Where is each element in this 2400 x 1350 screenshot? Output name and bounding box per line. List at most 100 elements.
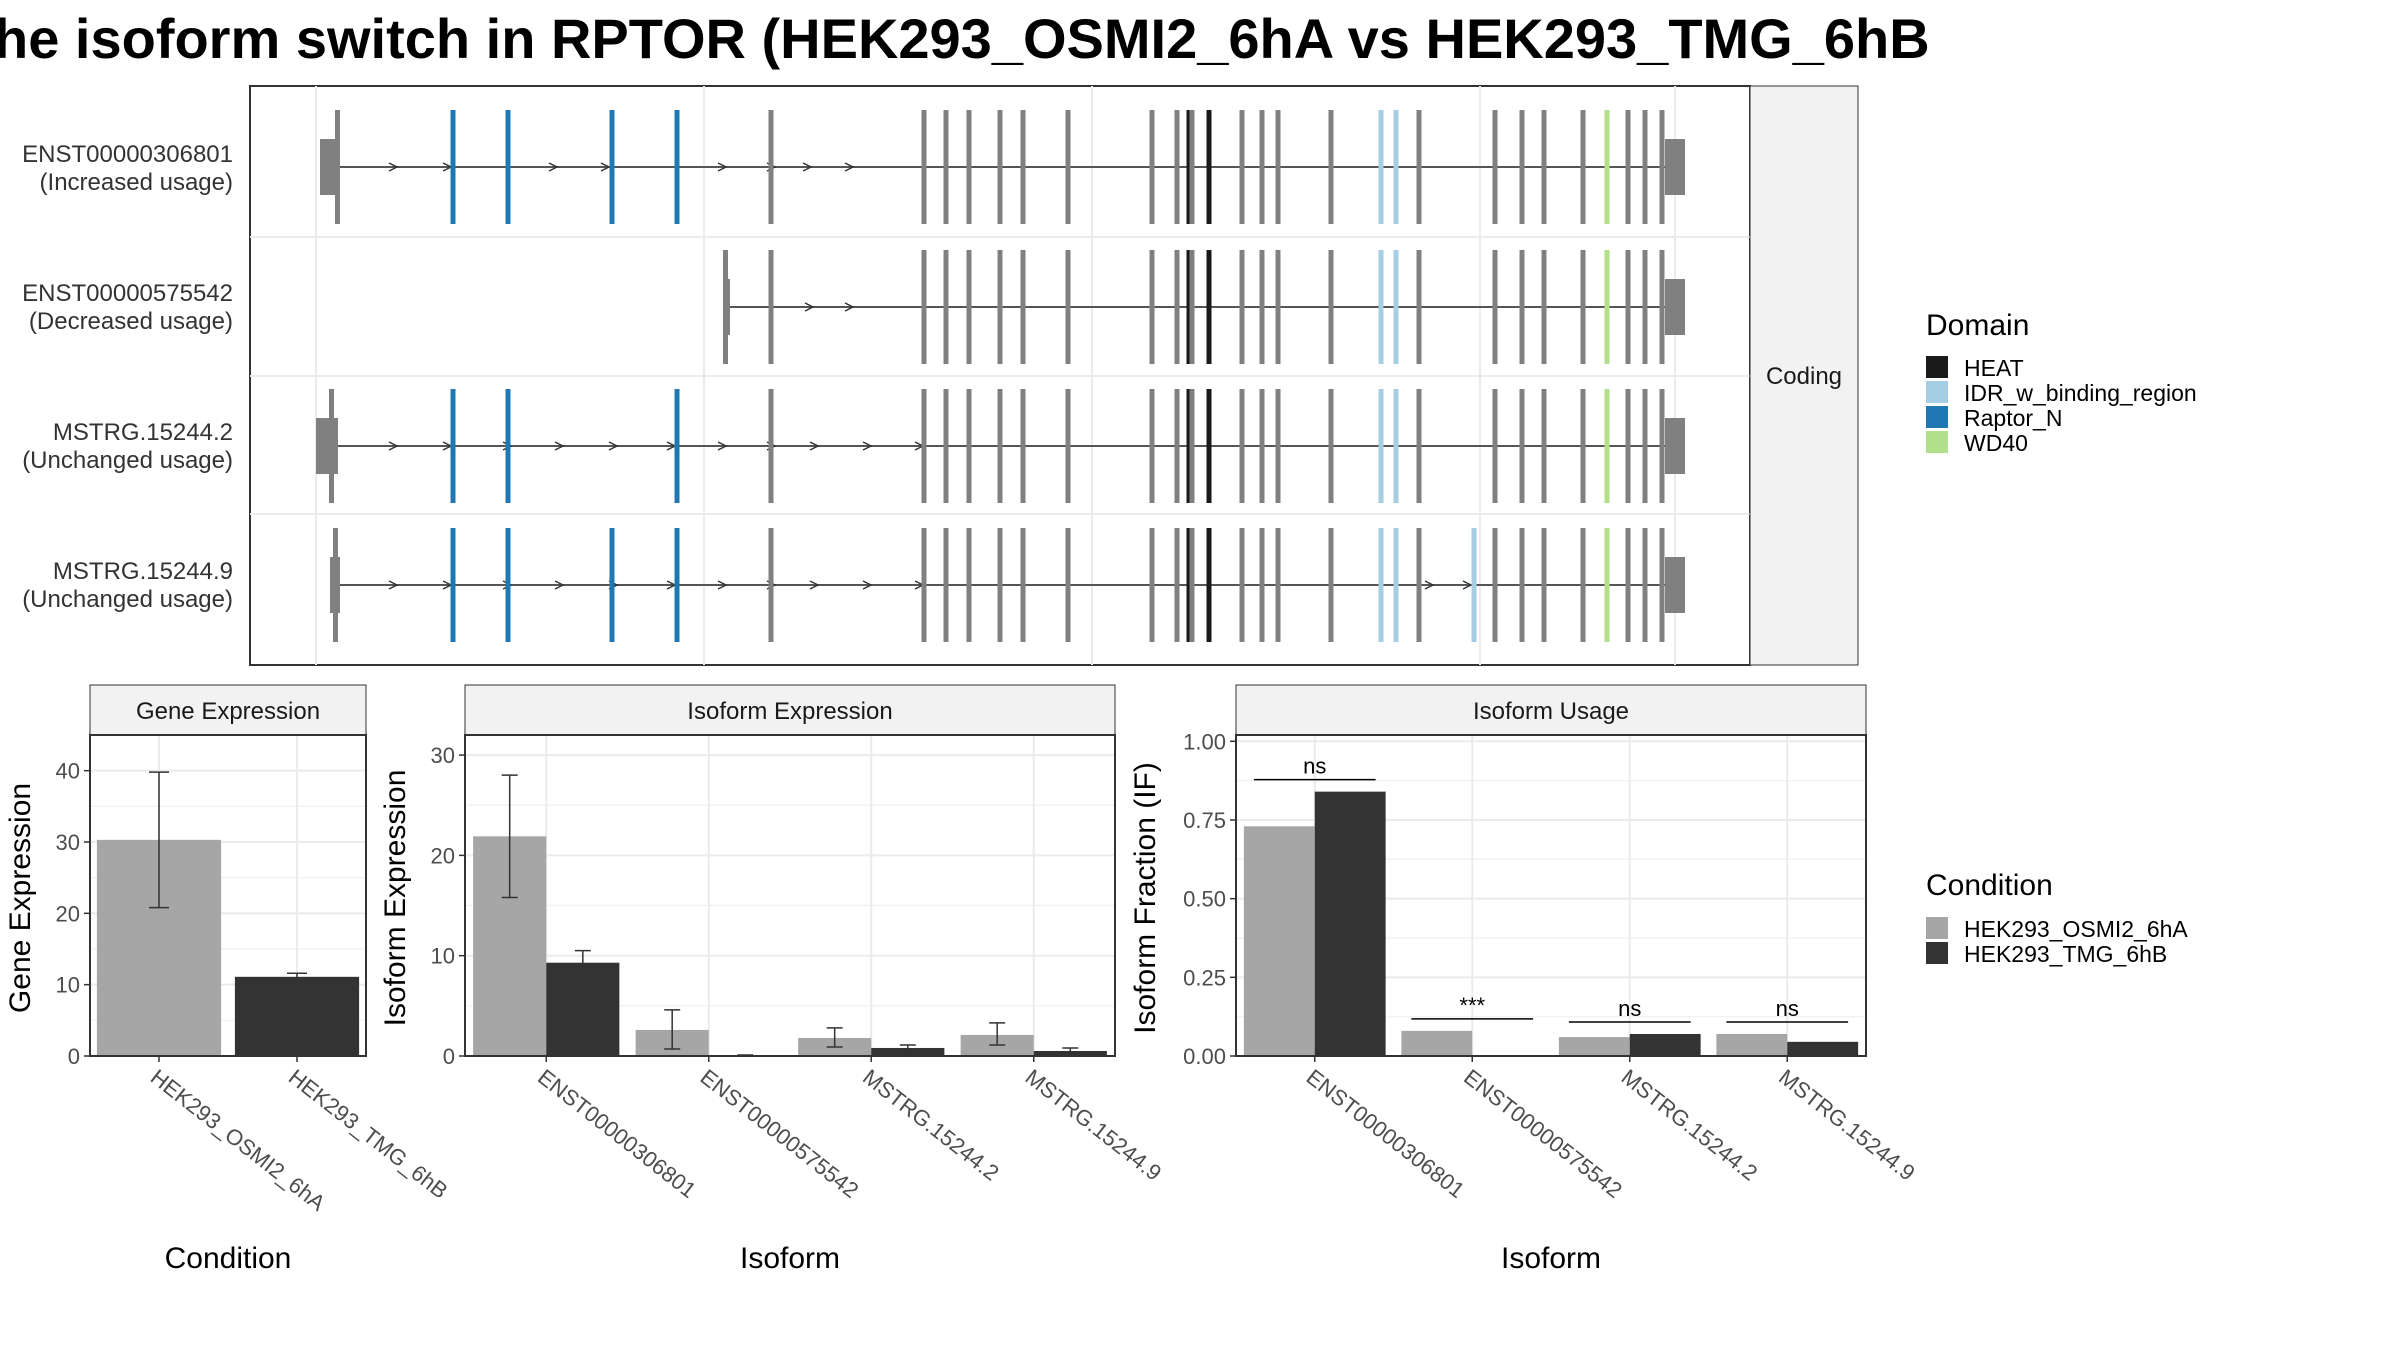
exon bbox=[1393, 389, 1399, 503]
exon bbox=[1149, 389, 1155, 503]
exon bbox=[1378, 250, 1384, 364]
exon bbox=[1020, 110, 1026, 224]
strand-arrow bbox=[608, 441, 619, 451]
utr-exon bbox=[1665, 557, 1685, 613]
bar bbox=[1716, 1033, 1788, 1056]
exon bbox=[1206, 528, 1212, 642]
strand-arrow bbox=[548, 162, 559, 172]
transcript-usage-4: (Unchanged usage) bbox=[22, 586, 233, 613]
exon bbox=[997, 110, 1003, 224]
facet-strip bbox=[1749, 85, 1859, 666]
legend-label-heat: HEAT bbox=[1964, 355, 2024, 381]
strand-arrow bbox=[717, 441, 728, 451]
exon bbox=[1642, 528, 1648, 642]
gene-expression-panel: Gene Expression Condition Gene Expressio… bbox=[4, 684, 367, 1275]
legend-label-idr: IDR_w_binding_region bbox=[1964, 380, 2197, 406]
transcript-track-2 bbox=[723, 250, 1685, 364]
exon bbox=[1604, 250, 1610, 364]
exon bbox=[1659, 110, 1665, 224]
exon bbox=[1604, 389, 1610, 503]
exon bbox=[609, 528, 615, 642]
exon bbox=[768, 389, 774, 503]
panel-border bbox=[1235, 734, 1867, 1057]
y-tick-label: 0 bbox=[68, 1044, 80, 1069]
utr-exon bbox=[316, 418, 338, 474]
bar bbox=[1314, 791, 1386, 1056]
exon bbox=[768, 250, 774, 364]
y-tick-label: 0 bbox=[443, 1044, 455, 1069]
legend-key-idr bbox=[1926, 381, 1948, 403]
exon bbox=[1541, 250, 1547, 364]
exon bbox=[1189, 110, 1195, 224]
panel-border bbox=[89, 734, 367, 1057]
gene-x-axis-title: Condition bbox=[165, 1242, 292, 1275]
exon bbox=[1259, 250, 1265, 364]
exon bbox=[1189, 250, 1195, 364]
exon bbox=[505, 110, 511, 224]
strand-arrow bbox=[844, 162, 855, 172]
y-tick-label: 0.50 bbox=[1183, 887, 1226, 912]
significance-label: ns bbox=[1776, 996, 1799, 1021]
transcript-track-4 bbox=[330, 528, 1685, 642]
legend-key-raptor-n bbox=[1926, 406, 1948, 428]
exon bbox=[1519, 110, 1525, 224]
isoform-usage-strip bbox=[1235, 684, 1867, 736]
exon bbox=[1519, 389, 1525, 503]
y-tick-label: 30 bbox=[56, 830, 80, 855]
exon bbox=[1541, 528, 1547, 642]
strand-arrow bbox=[809, 580, 820, 590]
exon bbox=[1393, 250, 1399, 364]
transcript-name-3: MSTRG.15244.2 bbox=[53, 419, 233, 446]
strand-arrow bbox=[600, 162, 611, 172]
exon bbox=[1174, 110, 1180, 224]
exon bbox=[1259, 528, 1265, 642]
exon bbox=[1393, 110, 1399, 224]
strand-arrow bbox=[804, 302, 815, 312]
exon bbox=[1259, 389, 1265, 503]
bar bbox=[1787, 1041, 1859, 1056]
legend-key-tmg bbox=[1926, 942, 1948, 964]
exon bbox=[768, 528, 774, 642]
exon bbox=[1492, 528, 1498, 642]
y-tick-label: 40 bbox=[56, 759, 80, 784]
strand-arrow bbox=[862, 580, 873, 590]
exon bbox=[1492, 110, 1498, 224]
exon bbox=[1189, 528, 1195, 642]
strand-arrow bbox=[844, 302, 855, 312]
strand-arrow bbox=[802, 162, 813, 172]
transcript-name-4: MSTRG.15244.9 bbox=[53, 558, 233, 585]
exon bbox=[1604, 528, 1610, 642]
legend-key-wd40 bbox=[1926, 431, 1948, 453]
strand-arrow bbox=[862, 441, 873, 451]
exon bbox=[1416, 389, 1422, 503]
exon bbox=[1149, 250, 1155, 364]
exon bbox=[505, 389, 511, 503]
exon bbox=[921, 389, 927, 503]
exon bbox=[1065, 110, 1071, 224]
exon bbox=[1174, 528, 1180, 642]
isoform-expression-panel: Isoform Expression Isoform Isoform Expre… bbox=[379, 684, 1116, 1275]
isoform-usage-y-axis-title: Isoform Fraction (IF) bbox=[1129, 762, 1162, 1034]
isoform-usage-panel: Isoform Usage Isoform Isoform Fraction (… bbox=[1129, 684, 1867, 1275]
x-tick-label: ENST00000306801 bbox=[1302, 1064, 1470, 1203]
exon bbox=[1378, 389, 1384, 503]
strand-arrow bbox=[717, 580, 728, 590]
exon bbox=[1604, 110, 1610, 224]
utr-exon bbox=[1665, 418, 1685, 474]
transcript-track-1 bbox=[320, 110, 1685, 224]
exon bbox=[1416, 250, 1422, 364]
exon bbox=[1186, 389, 1192, 503]
x-tick-label: MSTRG.15244.9 bbox=[1021, 1064, 1166, 1185]
y-tick-label: 1.00 bbox=[1183, 729, 1226, 754]
transcript-name-1: ENST00000306801 bbox=[22, 141, 233, 168]
transcript-tracks bbox=[316, 110, 1685, 642]
exon bbox=[329, 389, 334, 503]
exon bbox=[1580, 389, 1586, 503]
transcript-structure-panel: Coding ENST00000306801 (Increased usage)… bbox=[22, 85, 1859, 666]
transcript-usage-1: (Increased usage) bbox=[40, 169, 233, 196]
exon bbox=[1259, 110, 1265, 224]
exon bbox=[1189, 389, 1195, 503]
legend-key-heat bbox=[1926, 356, 1948, 378]
significance-label: *** bbox=[1459, 993, 1485, 1018]
